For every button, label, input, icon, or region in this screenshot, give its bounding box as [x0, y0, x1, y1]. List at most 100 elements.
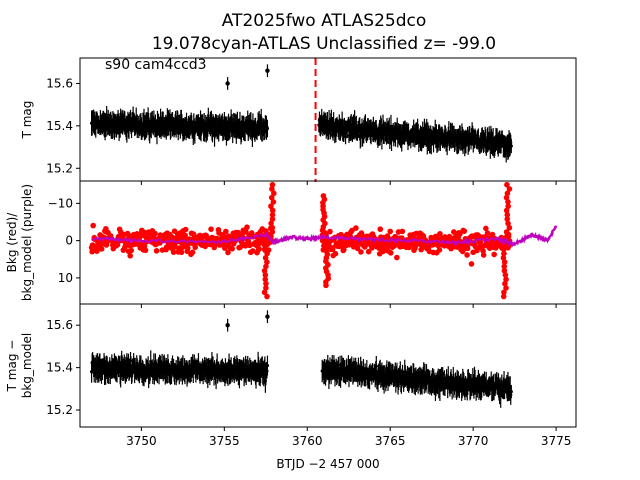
middle-spike-point: [269, 181, 276, 188]
middle-point: [153, 248, 160, 254]
middle-spike-point: [505, 203, 511, 210]
middle-point: [450, 229, 457, 235]
bottom-point: [336, 363, 340, 367]
top-point: [265, 126, 270, 131]
middle-spike-point: [503, 229, 510, 235]
chart-title-line1: AT2025fwo ATLAS25dco: [222, 11, 427, 31]
middle-point: [250, 248, 256, 254]
panel-middle: −10 0 10 Bkg (red)/bkg_model (purple): [5, 180, 577, 308]
middle-spike-point: [261, 267, 268, 274]
middle-spike-point: [504, 181, 510, 188]
middle-point: [184, 245, 191, 251]
middle-ylabel-line1: Bkg (red)/: [5, 212, 19, 273]
middle-spike-point: [320, 193, 327, 199]
middle-point: [237, 244, 243, 251]
top-outlier-point: [225, 81, 230, 86]
middle-point: [353, 225, 359, 231]
middle-ylabel-line2: bkg_model (purple): [20, 184, 34, 301]
middle-spike-point: [503, 194, 510, 201]
middle-point: [354, 245, 361, 252]
top-ytick-label: 15.6: [46, 76, 73, 90]
middle-point: [399, 228, 406, 235]
middle-spike-point: [504, 212, 511, 218]
xtick-label: 3755: [209, 434, 240, 448]
middle-spike-point: [263, 280, 269, 287]
bottom-outlier-point: [225, 323, 230, 328]
middle-spike-point: [262, 237, 268, 244]
middle-spike-point: [269, 186, 275, 192]
middle-point: [246, 242, 253, 249]
panel-bottom: 15.2 15.4 15.6 T mag − bkg_model: [5, 303, 577, 431]
middle-point: [464, 252, 470, 258]
middle-spike-point: [503, 285, 509, 291]
middle-point: [380, 248, 386, 255]
middle-spike-point: [506, 186, 513, 192]
middle-point: [480, 252, 487, 258]
bottom-point: [265, 363, 270, 368]
middle-point: [387, 228, 394, 235]
middle-point: [369, 245, 375, 251]
middle-spike-point: [269, 229, 276, 235]
middle-spike-point: [500, 255, 507, 261]
middle-point: [332, 250, 339, 257]
middle-point: [483, 225, 489, 232]
bottom-data: [90, 310, 513, 408]
bottom-ylabel-line2: bkg_model: [20, 333, 34, 399]
middle-point: [327, 228, 333, 235]
middle-spike-point: [501, 267, 508, 274]
top-ytick-label: 15.4: [46, 119, 73, 133]
middle-spike-point: [264, 293, 270, 300]
middle-point: [192, 244, 198, 251]
xtick-label: 3760: [292, 434, 323, 448]
middle-point: [182, 232, 188, 239]
middle-spike-point: [504, 190, 511, 197]
middle-spike-point: [263, 285, 269, 291]
middle-point: [94, 248, 100, 254]
bottom-point: [177, 375, 181, 379]
bottom-ylabel-line1: T mag −: [5, 340, 19, 393]
middle-ytick-label: 0: [65, 234, 73, 248]
middle-point: [406, 244, 412, 251]
middle-spike-point: [269, 216, 276, 222]
top-data: [90, 64, 513, 163]
middle-point: [128, 247, 135, 254]
bkg-model-line: [91, 225, 558, 248]
top-point: [447, 130, 451, 134]
top-ylabel: T mag: [20, 101, 34, 140]
middle-point: [263, 228, 269, 234]
middle-spike-point: [505, 220, 511, 227]
middle-spike-point: [506, 224, 513, 231]
middle-spike-point: [262, 272, 269, 278]
middle-spike-point: [505, 199, 511, 205]
middle-point: [329, 246, 336, 253]
xtick-label: 3770: [458, 434, 489, 448]
middle-spike-point: [502, 280, 508, 287]
middle-point: [484, 230, 491, 236]
middle-spike-point: [269, 207, 276, 214]
middle-point: [127, 253, 133, 259]
bottom-outlier-point: [265, 314, 270, 319]
middle-point: [114, 242, 121, 248]
middle-point: [491, 251, 497, 258]
bottom-ytick-label: 15.6: [46, 318, 73, 332]
middle-point: [223, 228, 229, 235]
middle-point: [436, 247, 443, 253]
middle-point: [98, 246, 105, 252]
middle-spike-point: [501, 259, 508, 265]
middle-point: [464, 245, 471, 252]
bottom-frame: [79, 303, 577, 428]
middle-point: [394, 254, 400, 261]
top-point: [509, 144, 513, 148]
middle-spike-point: [502, 272, 509, 278]
middle-spike-point: [262, 276, 269, 283]
middle-spike-point: [271, 190, 277, 197]
middle-spike-point: [323, 282, 329, 289]
middle-spike-point: [261, 289, 268, 296]
middle-point: [340, 247, 347, 253]
middle-spike-point: [268, 220, 274, 227]
middle-point: [152, 230, 158, 237]
middle-point: [90, 222, 96, 229]
middle-point: [142, 247, 149, 254]
xtick-label: 3750: [126, 434, 157, 448]
